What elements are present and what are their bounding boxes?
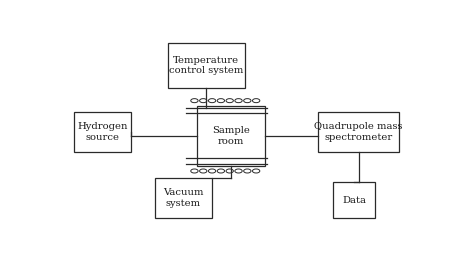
- Bar: [74, 112, 131, 152]
- Text: Sample
room: Sample room: [212, 126, 250, 146]
- Bar: [197, 106, 265, 166]
- Bar: [155, 178, 212, 218]
- Text: Quadrupole mass
spectrometer: Quadrupole mass spectrometer: [314, 122, 403, 141]
- Bar: [333, 182, 375, 218]
- Bar: [318, 112, 399, 152]
- Text: Temperature
control system: Temperature control system: [169, 56, 243, 75]
- Text: Data: Data: [342, 196, 366, 205]
- Bar: [168, 43, 245, 88]
- Text: Vacuum
system: Vacuum system: [163, 188, 203, 208]
- Text: Hydrogen
source: Hydrogen source: [77, 122, 128, 141]
